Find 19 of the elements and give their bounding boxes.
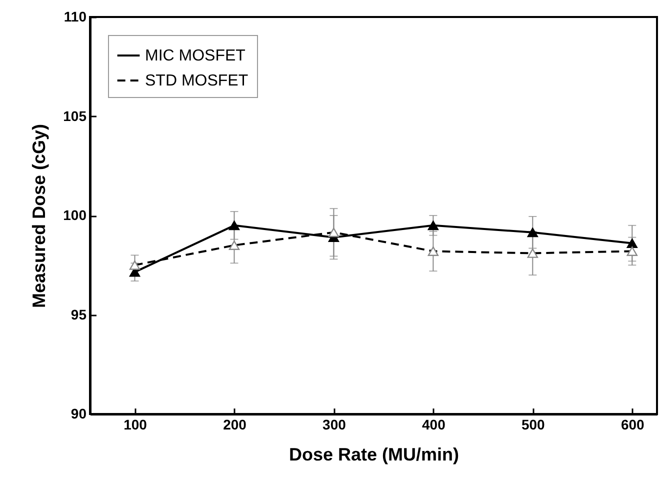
point: [626, 238, 638, 248]
point: [428, 220, 439, 230]
x-axis-title: Dose Rate (MU/min): [288, 444, 460, 464]
y-tick-label: 90: [70, 406, 87, 422]
x-tick-label: 600: [620, 416, 645, 432]
legend-label: MIC MOSFET: [145, 48, 246, 64]
x-tick-label: 100: [124, 416, 148, 432]
y-tick-label: 105: [63, 108, 87, 124]
x-tick-label: 200: [223, 416, 247, 432]
point: [527, 228, 538, 238]
point: [228, 220, 240, 230]
y-tick-label: 110: [64, 8, 87, 24]
x-tick-label: 400: [422, 416, 446, 432]
y-tick-label: 95: [70, 306, 87, 322]
legend-label: STD MOSFET: [145, 72, 248, 90]
x-tick-label: 300: [322, 416, 346, 432]
y-tick-label: 100: [63, 207, 87, 223]
y-axis-title: Measured Dose (cGy): [29, 124, 50, 308]
x-tick-label: 500: [521, 416, 546, 432]
